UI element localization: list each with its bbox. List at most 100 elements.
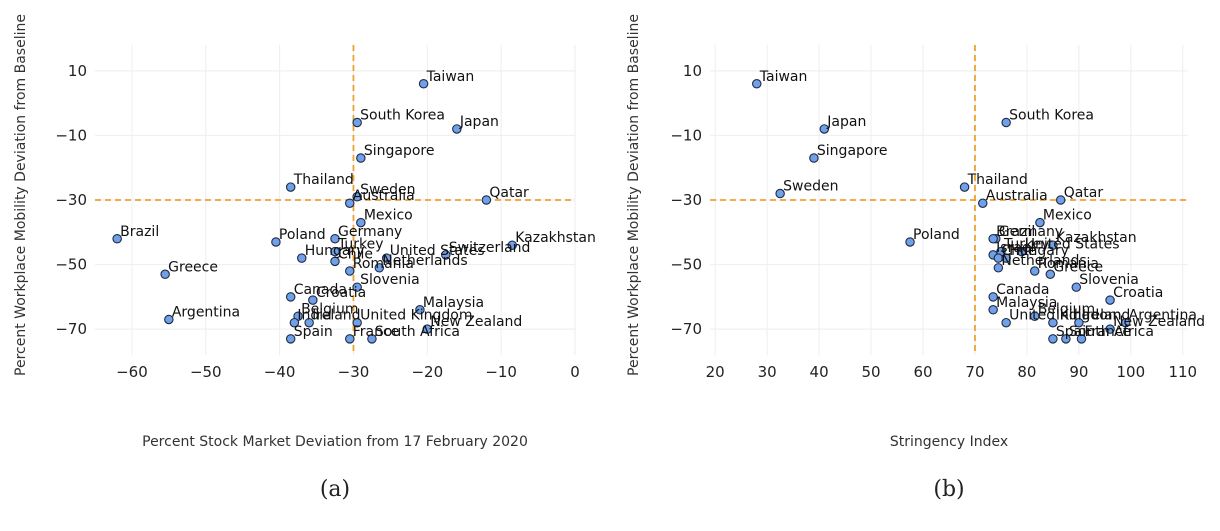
chart-1-point-label-16: Hungary	[305, 243, 365, 259]
chart-1-point-label-29: New Zealand	[430, 314, 522, 330]
chart-1-x-tick-label-6: 0	[570, 363, 580, 381]
chart-2-point-label-9: Poland	[913, 227, 960, 243]
chart-2-point-label-8: Mexico	[1043, 208, 1092, 224]
chart-1-point-label-30: Argentina	[172, 304, 240, 320]
chart-1-point-label-25: Belgium	[301, 301, 358, 317]
chart-1-point-label-26: India	[297, 308, 331, 324]
chart-2-point-8	[1035, 217, 1045, 228]
chart-1-point-label-3: Singapore	[364, 143, 435, 159]
chart-1-x-tick-label-2: −40	[264, 363, 296, 381]
chart-1-point-label-27: Ireland	[312, 308, 360, 324]
chart-1-x-tick-label-0: −60	[116, 363, 148, 381]
chart-1-point-21	[352, 282, 362, 292]
chart-2-x-tick-label-8: 100	[1117, 363, 1146, 381]
chart-2-point-label-25: Belgium	[1038, 301, 1095, 317]
chart-2-point-label-5: Thailand	[967, 172, 1028, 188]
chart-2-x-tick-label-3: 50	[862, 363, 881, 381]
chart-1-point-label-4: Thailand	[293, 172, 354, 188]
chart-2-point-label-18: Netherlands	[1001, 253, 1086, 269]
chart-2-point-11	[988, 234, 998, 244]
chart-2-x-tick-label-6: 80	[1017, 363, 1036, 381]
chart-2-point-label-7: Qatar	[1064, 185, 1104, 201]
chart-2-point-label-28: Ireland	[1082, 308, 1130, 324]
chart-2-point-label-2: Singapore	[817, 143, 888, 159]
chart-2-point-label-1: Japan	[826, 114, 866, 130]
chart-1-point-label-33: South Africa	[375, 324, 460, 340]
chart-1-point-label-2: Japan	[459, 114, 499, 130]
chart-1-point-label-20: Greece	[168, 259, 218, 275]
chart-2-point-1	[819, 124, 830, 134]
chart-2-point-label-14: Turkey	[1003, 237, 1050, 253]
chart-1-point-14	[441, 250, 451, 260]
chart-2-point-18	[993, 263, 1004, 273]
chart-2-y-tick-label-2: −30	[670, 191, 702, 209]
chart-1-point-29	[422, 324, 433, 334]
chart-1-point-label-32: France	[353, 324, 400, 340]
chart-2-point-4	[1001, 117, 1011, 128]
chart-1-point-5	[352, 192, 362, 202]
chart-2-point-label-21: Slovenia	[1079, 272, 1139, 288]
chart-2-point-label-29: Argentina	[1129, 308, 1197, 324]
chart-1-point-19	[345, 266, 355, 276]
chart-1-point-label-6: Australia	[353, 188, 415, 204]
chart-2-x-tick-label-1: 30	[758, 363, 777, 381]
chart-1-point-20	[160, 269, 170, 280]
chart-1-x-tick-label-1: −50	[190, 363, 222, 381]
chart-1-point-label-14: Switzerland	[449, 240, 531, 256]
chart-1-point-label-21: Slovenia	[360, 272, 420, 288]
chart-1-point-label-12: Turkey	[337, 237, 384, 253]
chart-2-y-tick-label-4: −70	[670, 320, 702, 338]
chart-2-point-17	[1001, 253, 1011, 263]
chart-2-point-25	[1029, 311, 1040, 321]
chart-1-point-18	[374, 263, 385, 273]
chart-1-point-label-11: Germany	[338, 224, 402, 240]
chart-1-point-0	[418, 79, 429, 89]
chart-2-point-20	[1045, 269, 1056, 280]
chart-1-x-tick-label-4: −20	[411, 363, 443, 381]
chart-1-y-tick-label-0: 10	[68, 62, 87, 80]
chart-1-point-30	[164, 314, 174, 325]
chart-2-point-2	[809, 153, 819, 163]
chart-2-x-tick-label-2: 40	[810, 363, 829, 381]
chart-1-point-1	[352, 117, 362, 128]
chart-2-x-tick-label-0: 20	[706, 363, 725, 381]
chart-1-point-9	[112, 234, 122, 244]
chart-2-x-tick-label-4: 60	[913, 363, 932, 381]
chart-2-point-label-11: Brazil	[996, 224, 1035, 240]
chart-2-point-3	[775, 188, 785, 199]
chart-2-x-axis-label: Stringency Index	[890, 434, 1008, 450]
chart-2-point-label-15: United States	[1025, 237, 1120, 253]
chart-1-point-label-28: United Kingdom	[360, 308, 472, 324]
chart-2-point-5	[959, 182, 970, 192]
chart-2-point-label-30: New Zealand	[1113, 314, 1205, 330]
chart-2-point-label-20: Greece	[1053, 259, 1103, 275]
chart-1-point-33	[367, 334, 377, 344]
chart-2-x-tick-label-7: 90	[1069, 363, 1088, 381]
chart-2-point-23	[1105, 295, 1115, 305]
chart-2-point-24	[988, 305, 998, 315]
chart-1-point-24	[415, 305, 425, 315]
chart-1-point-label-10: Poland	[279, 227, 326, 243]
chart-2-point-label-33: France	[1084, 324, 1131, 340]
chart-1-point-label-8: Mexico	[364, 208, 413, 224]
chart-2-point-label-4: South Korea	[1009, 108, 1094, 124]
chart-1-point-label-7: Qatar	[489, 185, 529, 201]
chart-1-point-label-23: Croatia	[316, 285, 366, 301]
chart-2-point-label-17: Hungary	[1009, 243, 1069, 259]
chart-2-point-32	[1061, 334, 1071, 344]
chart-1-point-10	[271, 237, 281, 247]
chart-2-point-label-3: Sweden	[783, 179, 838, 195]
chart-2-point-label-26: United Kingdom	[1009, 308, 1121, 324]
chart-2-point-label-23: Croatia	[1113, 285, 1163, 301]
chart-1-point-label-24: Malaysia	[423, 295, 484, 311]
chart-2-y-tick-label-1: −10	[670, 126, 702, 144]
chart-2-point-31	[1048, 334, 1058, 344]
chart-2-point-27	[1048, 317, 1058, 328]
chart-2-point-29	[1120, 317, 1131, 328]
chart-1-y-tick-label-3: −50	[55, 256, 87, 274]
chart-2-point-label-31: Spain	[1056, 324, 1095, 340]
chart-1-point-4	[285, 182, 296, 192]
chart-2-point-0	[752, 79, 762, 89]
